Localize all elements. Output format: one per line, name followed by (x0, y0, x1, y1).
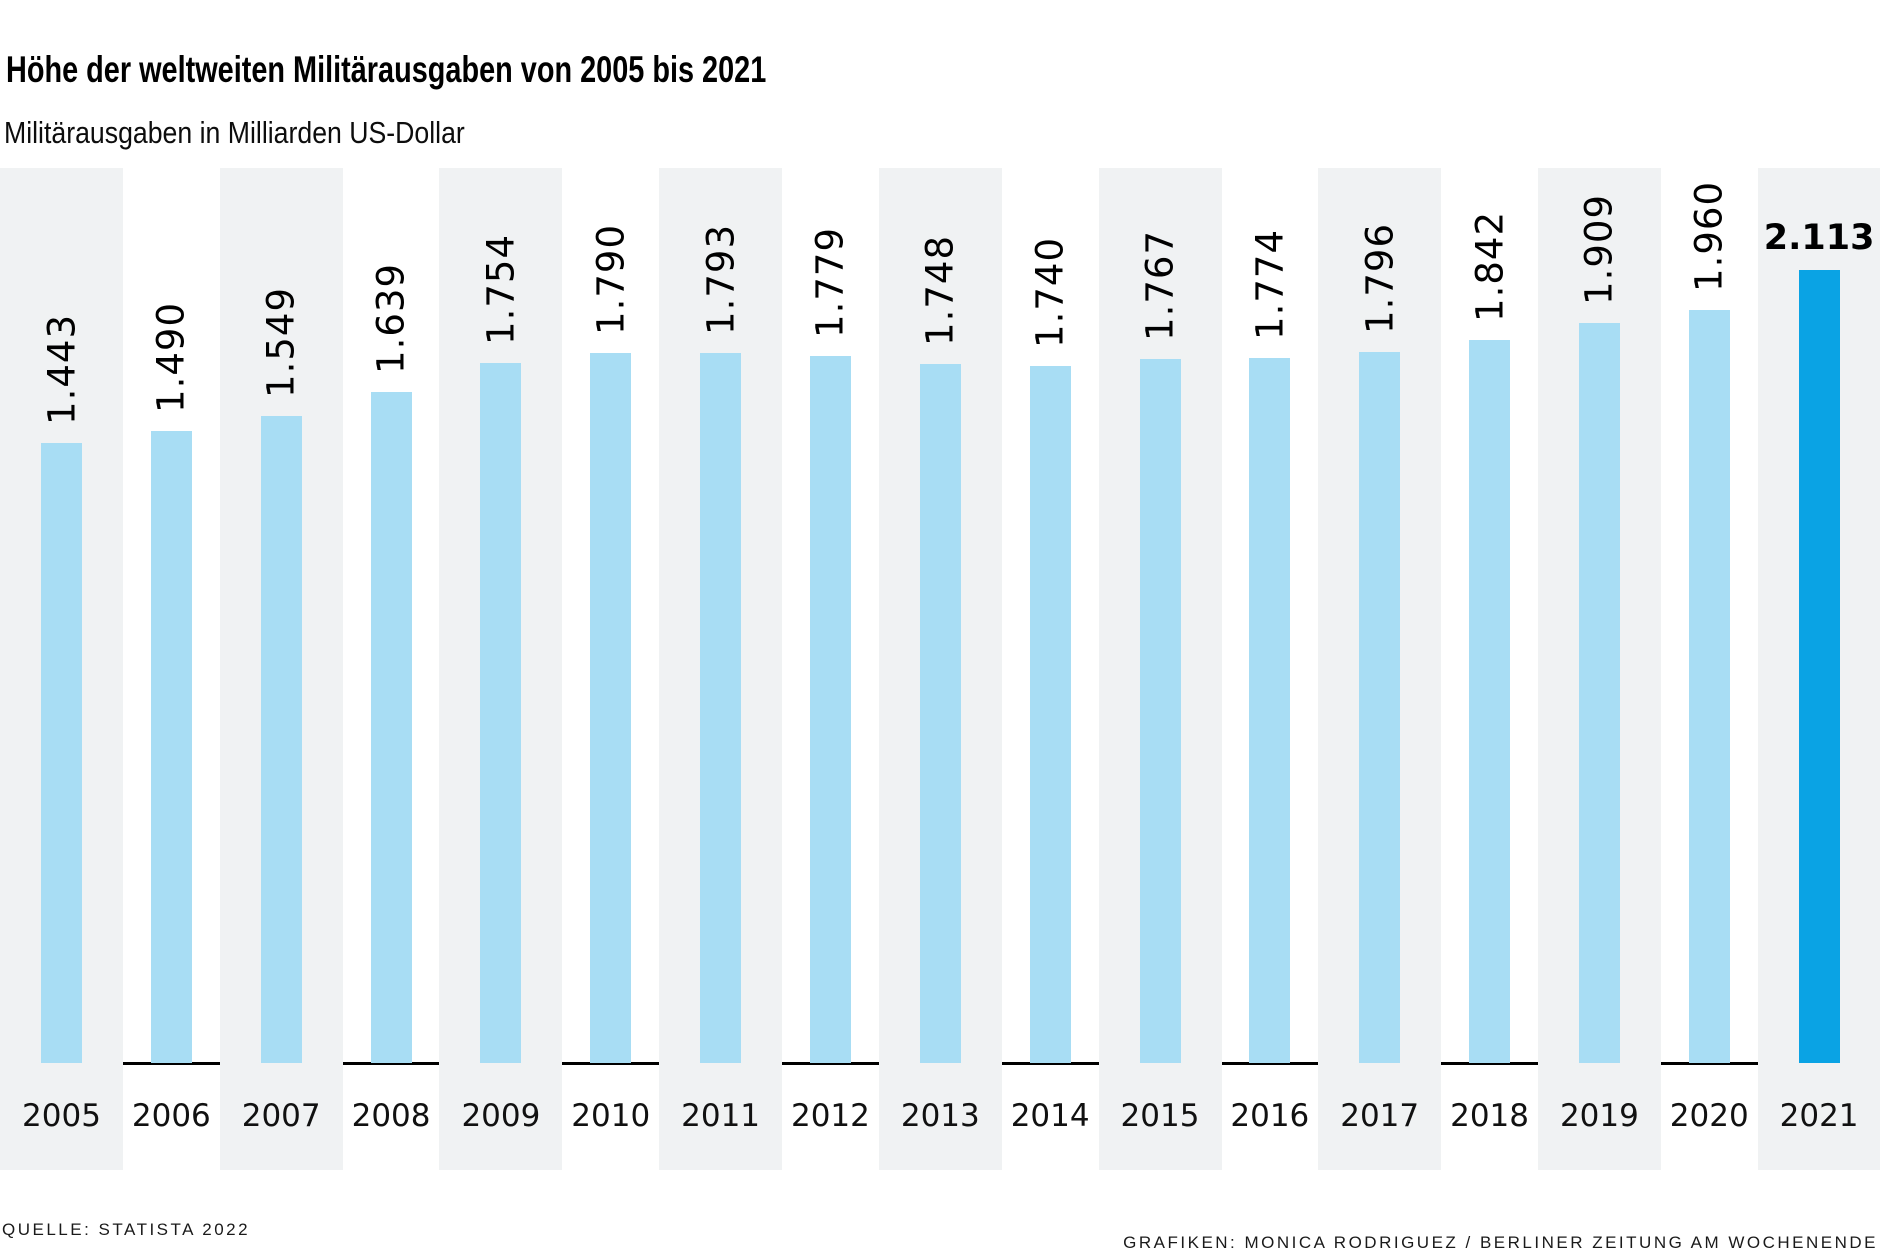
credit-note: GRAFIKEN: MONICA RODRIGUEZ / BERLINER ZE… (1123, 1233, 1878, 1252)
x-axis-tick-label: 2014 (1010, 1098, 1090, 1135)
bar (700, 353, 742, 1063)
bar-value-label: 1.740 (1028, 237, 1072, 348)
bar-value-label: 1.639 (369, 263, 413, 374)
bar-value-label: 1.490 (149, 302, 193, 413)
bar (1688, 310, 1730, 1063)
bar (480, 363, 522, 1063)
bar (919, 364, 961, 1063)
bar-value-label: 1.774 (1248, 229, 1292, 340)
bar-value-label: 1.748 (918, 235, 962, 346)
bar (1798, 270, 1840, 1063)
x-axis-tick-label: 2018 (1450, 1098, 1529, 1135)
bar-value-label: 1.796 (1357, 223, 1401, 334)
bar-value-label: 1.909 (1577, 194, 1621, 305)
x-axis-tick-label: 2013 (900, 1098, 980, 1135)
bar-value-label: 1.549 (259, 287, 303, 398)
bar (370, 392, 412, 1063)
bar (590, 353, 632, 1063)
x-axis-tick-label: 2019 (1559, 1098, 1639, 1135)
bar (809, 356, 851, 1063)
x-axis-tick-label: 2009 (461, 1098, 541, 1135)
x-axis-tick-label: 2011 (681, 1098, 761, 1135)
page-title: Höhe der weltweiten Militärausgaben von … (6, 48, 767, 90)
x-axis-tick-label: 2006 (131, 1098, 211, 1135)
bar-value-label: 1.754 (479, 234, 523, 345)
bar (1578, 323, 1620, 1063)
x-axis-tick-label: 2021 (1779, 1098, 1859, 1135)
x-axis-tick-label: 2016 (1230, 1098, 1310, 1135)
bar (1139, 359, 1181, 1063)
bar-value-label: 1.790 (589, 224, 633, 335)
bar (1029, 366, 1071, 1063)
x-axis-tick-label: 2007 (241, 1098, 321, 1135)
bar-value-label: 1.443 (39, 314, 83, 425)
chart-subtitle: Militärausgaben in Milliarden US-Dollar (4, 115, 465, 150)
x-axis-tick-label: 2010 (571, 1098, 651, 1135)
x-axis-tick-label: 2020 (1669, 1098, 1749, 1135)
bar-value-label: 1.793 (698, 224, 742, 335)
bar (1249, 358, 1291, 1063)
x-axis-tick-label: 2017 (1340, 1098, 1420, 1135)
bar (150, 431, 192, 1063)
x-axis-tick-label: 2012 (790, 1098, 870, 1135)
x-axis-tick-label: 2005 (22, 1098, 101, 1135)
bar-value-label: 1.960 (1687, 181, 1731, 292)
bar-value-label: 1.779 (808, 227, 852, 338)
x-axis-tick-label: 2015 (1120, 1098, 1200, 1135)
bar (1359, 352, 1401, 1063)
bar-value-label: 2.113 (1763, 217, 1875, 258)
bar (260, 416, 302, 1063)
bar-value-label: 1.767 (1138, 230, 1182, 341)
bar-value-label: 1.842 (1467, 211, 1511, 322)
bar (1469, 340, 1511, 1063)
source-note: QUELLE: STATISTA 2022 (2, 1220, 251, 1239)
x-axis-tick-label: 2008 (351, 1098, 431, 1135)
bar (41, 443, 82, 1063)
